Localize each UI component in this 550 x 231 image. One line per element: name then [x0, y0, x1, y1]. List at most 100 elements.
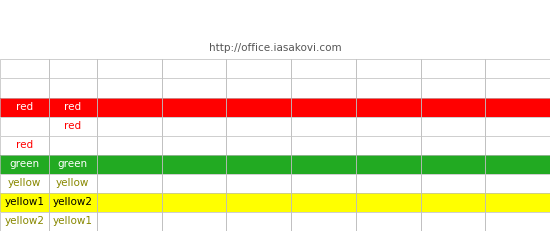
Bar: [0, 79, 48, 97]
Bar: [291, 174, 356, 193]
Bar: [356, 174, 421, 193]
Bar: [485, 193, 550, 212]
Text: red: red: [64, 102, 81, 112]
Bar: [162, 174, 227, 193]
Bar: [48, 97, 97, 117]
Bar: [97, 117, 162, 136]
Bar: [227, 59, 291, 79]
Bar: [356, 212, 421, 231]
Bar: [0, 79, 550, 97]
Bar: [97, 212, 162, 231]
Bar: [0, 97, 550, 117]
Bar: [97, 59, 162, 79]
Bar: [485, 117, 550, 136]
Bar: [162, 193, 227, 212]
Bar: [97, 79, 162, 97]
Bar: [97, 155, 162, 174]
Bar: [356, 79, 421, 97]
Bar: [97, 193, 162, 212]
Bar: [356, 59, 421, 79]
Text: red: red: [16, 140, 33, 150]
Bar: [291, 117, 356, 136]
Bar: [97, 97, 162, 117]
Bar: [0, 117, 550, 136]
Bar: [227, 97, 291, 117]
Text: yellow2: yellow2: [4, 216, 44, 226]
Bar: [227, 155, 291, 174]
Bar: [356, 97, 421, 117]
Bar: [162, 59, 227, 79]
Bar: [421, 97, 485, 117]
Bar: [162, 212, 227, 231]
Text: red: red: [64, 121, 81, 131]
Text: yellow1: yellow1: [4, 198, 44, 207]
Bar: [421, 79, 485, 97]
Bar: [0, 193, 48, 212]
Bar: [0, 174, 48, 193]
Bar: [291, 59, 356, 79]
Text: yellow: yellow: [56, 178, 90, 188]
Text: red: red: [16, 102, 33, 112]
Bar: [0, 212, 550, 231]
Bar: [0, 136, 550, 155]
Bar: [227, 136, 291, 155]
Bar: [356, 155, 421, 174]
Bar: [291, 136, 356, 155]
Bar: [48, 212, 97, 231]
Bar: [0, 97, 48, 117]
Bar: [356, 136, 421, 155]
Text: - row - cell more condition: - row - cell more condition: [198, 9, 460, 29]
Bar: [485, 174, 550, 193]
Bar: [97, 174, 162, 193]
Bar: [0, 212, 48, 231]
Text: yellow2: yellow2: [53, 198, 93, 207]
Bar: [0, 117, 48, 136]
Text: green: green: [9, 159, 40, 169]
Bar: [0, 59, 550, 79]
Bar: [48, 59, 97, 79]
Bar: [48, 193, 97, 212]
Bar: [421, 117, 485, 136]
Bar: [48, 174, 97, 193]
Bar: [421, 212, 485, 231]
Bar: [291, 79, 356, 97]
Text: yellow1: yellow1: [53, 216, 93, 226]
Bar: [291, 155, 356, 174]
Bar: [162, 155, 227, 174]
Bar: [48, 136, 97, 155]
Bar: [162, 79, 227, 97]
Bar: [485, 155, 550, 174]
Bar: [485, 97, 550, 117]
Bar: [97, 136, 162, 155]
Bar: [356, 193, 421, 212]
Bar: [485, 212, 550, 231]
Bar: [227, 174, 291, 193]
Bar: [48, 79, 97, 97]
Text: green: green: [58, 159, 88, 169]
Bar: [0, 174, 550, 193]
Bar: [421, 155, 485, 174]
Bar: [227, 212, 291, 231]
Bar: [162, 136, 227, 155]
Bar: [421, 136, 485, 155]
Bar: [0, 155, 550, 174]
Bar: [421, 193, 485, 212]
Bar: [162, 117, 227, 136]
Bar: [0, 193, 550, 212]
Bar: [48, 117, 97, 136]
Bar: [0, 155, 48, 174]
Bar: [485, 136, 550, 155]
Bar: [356, 117, 421, 136]
Bar: [0, 59, 48, 79]
Bar: [485, 79, 550, 97]
Bar: [227, 79, 291, 97]
Bar: [485, 59, 550, 79]
Bar: [421, 174, 485, 193]
Bar: [291, 193, 356, 212]
Bar: [421, 59, 485, 79]
Text: yellow: yellow: [8, 178, 41, 188]
Bar: [48, 155, 97, 174]
Bar: [162, 97, 227, 117]
Bar: [227, 117, 291, 136]
Text: http://office.iasakovi.com: http://office.iasakovi.com: [208, 43, 342, 53]
